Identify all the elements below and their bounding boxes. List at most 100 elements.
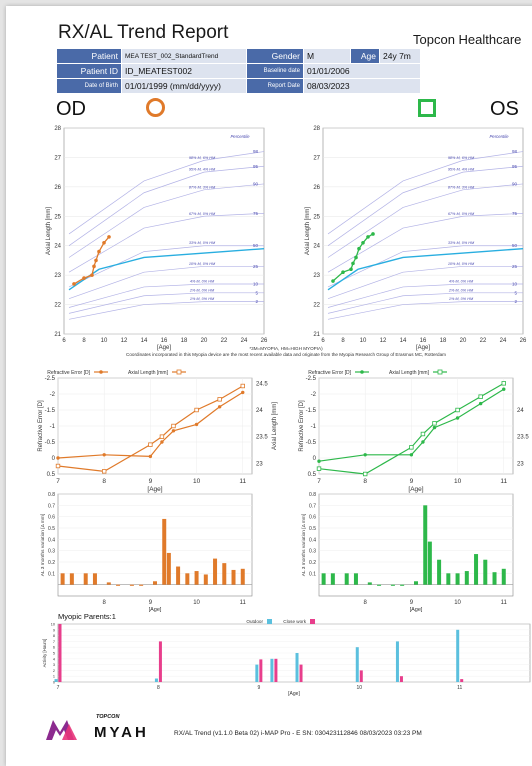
y-left-tick-label: -0.5 <box>45 440 56 446</box>
percentile-value: 98 <box>512 149 518 154</box>
percentile-curve <box>327 283 523 308</box>
measured-point <box>72 282 76 286</box>
outdoor-bar <box>395 641 399 682</box>
percentile-value: 75 <box>512 211 518 216</box>
note-line-2: Coordinates incorporated in this Myopia … <box>126 352 446 357</box>
x-axis-label: [Age] <box>147 486 162 493</box>
axial-point <box>362 471 368 477</box>
x-tick-label: 7 <box>56 478 60 485</box>
x-tick-label: 7 <box>317 478 321 485</box>
percentile-value: 98 <box>253 149 259 154</box>
x-tick-label: 8 <box>103 600 107 606</box>
percentile-curve <box>68 212 265 273</box>
percentile-annotation: 87% M, 3% HM <box>189 185 216 189</box>
delta-bar <box>464 571 469 585</box>
closework-bar <box>259 659 263 682</box>
y-tick-label: 28 <box>54 126 61 132</box>
y-tick-label: 2 <box>53 669 55 673</box>
x-tick-label: 9 <box>149 600 153 606</box>
y-tick-label: 3 <box>53 663 55 667</box>
closework-bar <box>58 624 62 682</box>
x-tick-label: 6 <box>321 338 325 344</box>
refractive-point <box>194 422 199 427</box>
y-tick-label: 8 <box>53 634 55 638</box>
x-tick-label: 24 <box>500 338 507 344</box>
x-tick-label: 10 <box>193 600 200 606</box>
axial-point <box>501 381 506 386</box>
measured-point <box>90 273 94 277</box>
x-tick-label: 14 <box>141 338 148 344</box>
y-tick-label: 0 <box>53 681 55 685</box>
axial-point <box>420 431 426 437</box>
refractive-point <box>363 453 367 457</box>
percentile-curve <box>327 301 523 320</box>
y-tick-label: 0.3 <box>48 549 55 555</box>
plot-frame <box>322 127 524 335</box>
closework-bar <box>359 670 363 682</box>
measured-point <box>94 258 98 263</box>
version-info: RX/AL Trend (v1.1.0 Beta 02) i-MAP Pro -… <box>174 730 422 737</box>
y-tick-label: 25 <box>313 214 320 220</box>
refractive-point <box>421 440 425 444</box>
measured-point <box>371 232 375 236</box>
y-tick-label: 10 <box>51 623 55 627</box>
y-tick-label: 0.4 <box>309 537 316 543</box>
delta-bar <box>353 573 358 585</box>
outdoor-bar <box>255 664 259 682</box>
y-tick-label: 0.3 <box>309 549 316 555</box>
refractive-point <box>102 453 106 457</box>
percentile-curve <box>327 265 523 300</box>
percentile-curve <box>68 245 264 288</box>
x-tick-label: 26 <box>520 338 527 344</box>
x-tick-label: 11 <box>501 600 508 606</box>
y-left-tick-label: -1.5 <box>45 408 56 414</box>
y-tick-label: 0.6 <box>309 515 316 521</box>
legend-closework-label: Close work <box>283 619 306 624</box>
percentile-header: Percentile <box>489 134 509 139</box>
y-tick-label: 0.6 <box>48 515 55 521</box>
refractive-point <box>171 429 176 433</box>
legend-outdoor-swatch <box>267 619 272 624</box>
baseline-value: 01/01/2006 <box>304 64 420 78</box>
percentile-header: Percentile <box>230 134 250 139</box>
x-tick-label: 18 <box>181 338 188 344</box>
y-tick-label: 0.5 <box>309 526 316 532</box>
delta-bar <box>194 571 199 585</box>
x-tick-label: 20 <box>201 338 208 344</box>
percentile-value: 25 <box>253 264 259 269</box>
dob-value: 01/01/1999 (mm/dd/yyyy) <box>122 79 246 93</box>
y-axis-label: AL 3 months variation [Δ mm] <box>301 514 307 576</box>
delta-bar <box>240 568 245 585</box>
percentile-value: 95 <box>253 164 259 169</box>
gender-value: M <box>304 49 350 63</box>
x-tick-label: 12 <box>380 338 387 344</box>
legend-refractive-label: Refractive Error [D] <box>308 370 351 376</box>
refractive-point <box>478 401 483 406</box>
delta-bar <box>139 584 144 586</box>
y-left-tick-label: 0.5 <box>308 472 317 478</box>
measured-point <box>82 276 86 280</box>
y-tick-label: 7 <box>53 640 55 644</box>
y-tick-label: 25 <box>54 214 61 220</box>
y-tick-label: 0.8 <box>48 492 55 498</box>
x-axis-label: [Age] <box>288 691 300 697</box>
patient-id-value: ID_MEATEST002 <box>122 64 246 78</box>
refractive-point <box>409 453 414 457</box>
legend-refractive-marker <box>360 370 364 374</box>
refractive-line <box>57 391 244 459</box>
percentile-annotation: 1% M, 0% HM <box>449 297 474 301</box>
refractive-point <box>217 405 222 409</box>
delta-bar <box>176 566 181 585</box>
refractive-point <box>148 454 153 459</box>
topcon-logo-text: TOPCON <box>96 714 120 720</box>
baseline-label: Baseline date <box>247 64 303 78</box>
percentile-curve <box>68 283 264 308</box>
delta-bar <box>455 573 460 585</box>
percentile-curve <box>327 165 524 247</box>
y-tick-label: 0.7 <box>48 503 55 509</box>
age-label: Age <box>351 49 379 63</box>
percentile-annotation: 1% M, 0% HM <box>190 297 215 301</box>
x-tick-label: 8 <box>364 600 368 606</box>
x-tick-label: 22 <box>221 338 228 344</box>
axial-point <box>55 463 61 469</box>
